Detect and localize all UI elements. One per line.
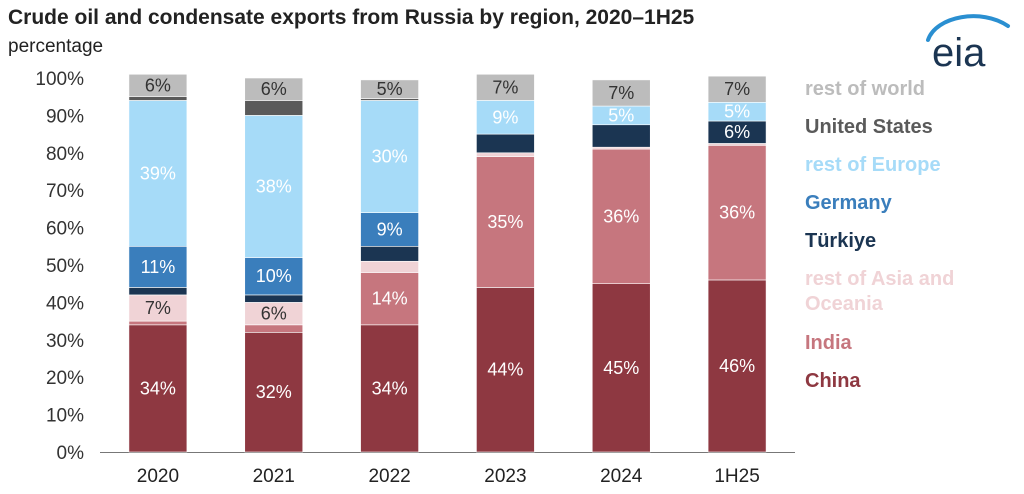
bar-segment xyxy=(476,100,535,135)
data-label: 39% xyxy=(140,163,176,183)
y-tick-label: 50% xyxy=(46,256,84,277)
axis-layer: 0% 10% 20% 30% 40% 50% 60% 70% 80% 90% 100% 2020 202… xyxy=(35,69,795,487)
y-tick-label: 20% xyxy=(46,368,84,389)
legend-item: India xyxy=(805,332,853,354)
legend-item: United States xyxy=(805,116,933,138)
bar-segment xyxy=(244,77,304,101)
bar-segment xyxy=(244,115,304,258)
data-label: 5% xyxy=(608,105,634,125)
bar-segment xyxy=(360,100,419,213)
data-label: 44% xyxy=(487,360,523,380)
data-label: 10% xyxy=(256,266,292,286)
legend-item: rest of Europe xyxy=(805,154,941,176)
bar-segment xyxy=(128,96,188,101)
y-tick-label: 80% xyxy=(46,144,84,165)
bar-segment xyxy=(476,152,535,157)
bar-segment xyxy=(476,73,535,101)
bar-segment xyxy=(591,79,651,107)
legend-item: rest of Asia and Oceania xyxy=(805,268,954,315)
y-tick-label: 90% xyxy=(46,106,84,127)
bar-segment xyxy=(360,246,419,262)
bar-segment xyxy=(128,246,188,288)
data-label: 46% xyxy=(719,356,755,376)
data-label: 14% xyxy=(372,289,408,309)
bar-segment xyxy=(244,100,304,116)
y-tick-label: 30% xyxy=(46,331,84,352)
data-label: 38% xyxy=(256,176,292,196)
bar-segment xyxy=(476,133,535,154)
bar-segment xyxy=(707,75,767,103)
data-label: 45% xyxy=(603,358,639,378)
bar-segment xyxy=(128,324,188,453)
y-tick-label: 100% xyxy=(35,69,84,90)
bars-layer: 34% 7% 11% 39% 6% 32% 6% 10% 38% 6% 34% 14% 9% 30% 5% 4… xyxy=(128,73,767,453)
y-tick-label: 10% xyxy=(46,406,84,427)
bar-segment xyxy=(360,212,419,247)
x-tick-label: 2020 xyxy=(137,466,179,487)
data-label: 30% xyxy=(372,147,408,167)
data-label: 7% xyxy=(492,77,518,97)
bar-segment xyxy=(591,124,651,148)
legend-item: rest of world xyxy=(805,78,925,100)
data-label: 6% xyxy=(261,79,287,99)
data-label: 7% xyxy=(145,298,171,318)
data-label: 9% xyxy=(492,107,518,127)
bar-segment xyxy=(244,332,304,453)
data-label: 11% xyxy=(141,257,176,277)
logo-text: eia xyxy=(932,31,986,70)
bar-segment xyxy=(707,279,767,453)
bar-segment xyxy=(476,156,535,288)
y-tick-label: 0% xyxy=(57,443,85,464)
bar-segment xyxy=(360,79,419,99)
data-label: 7% xyxy=(608,83,634,103)
data-label: 35% xyxy=(487,212,523,232)
data-label: 6% xyxy=(145,75,171,95)
y-tick-label: 40% xyxy=(46,293,84,314)
data-label: 5% xyxy=(724,102,750,122)
bar-segment xyxy=(360,324,419,453)
x-tick-label: 1H25 xyxy=(714,466,759,487)
chart-title: Crude oil and condensate exports from Ru… xyxy=(8,6,695,29)
data-label: 9% xyxy=(377,219,403,239)
bar-segment xyxy=(360,260,419,273)
bar-segment xyxy=(128,73,188,98)
x-tick-label: 2024 xyxy=(600,466,643,487)
y-tick-label: 70% xyxy=(46,181,84,202)
data-label: 36% xyxy=(719,203,755,223)
x-tick-label: 2021 xyxy=(253,466,295,487)
data-label: 32% xyxy=(256,382,292,402)
data-label: 34% xyxy=(140,378,176,398)
legend-item: Germany xyxy=(805,192,893,214)
bar-segment xyxy=(360,272,419,326)
legend-item: China xyxy=(805,370,861,392)
data-label: 34% xyxy=(372,378,408,398)
bar-segment xyxy=(128,287,188,296)
legend-item: Türkiye xyxy=(805,230,876,252)
y-tick-label: 60% xyxy=(46,219,84,240)
bar-segment xyxy=(128,320,188,326)
bar-segment xyxy=(707,145,767,281)
data-label: 6% xyxy=(261,304,287,324)
bar-segment xyxy=(244,324,304,333)
data-label: 7% xyxy=(724,79,750,99)
data-label: 5% xyxy=(377,79,403,99)
x-tick-label: 2022 xyxy=(368,466,410,487)
data-label: 6% xyxy=(724,122,750,142)
data-label: 36% xyxy=(603,206,639,226)
legend-layer: rest of world United States rest of Europe… xyxy=(805,78,954,392)
bar-segment xyxy=(244,294,304,303)
chart-subtitle: percentage xyxy=(8,36,104,57)
bar-segment xyxy=(476,287,535,453)
x-tick-label: 2023 xyxy=(484,466,526,487)
bar-segment xyxy=(128,100,188,247)
eia-logo: eia xyxy=(926,14,1010,70)
